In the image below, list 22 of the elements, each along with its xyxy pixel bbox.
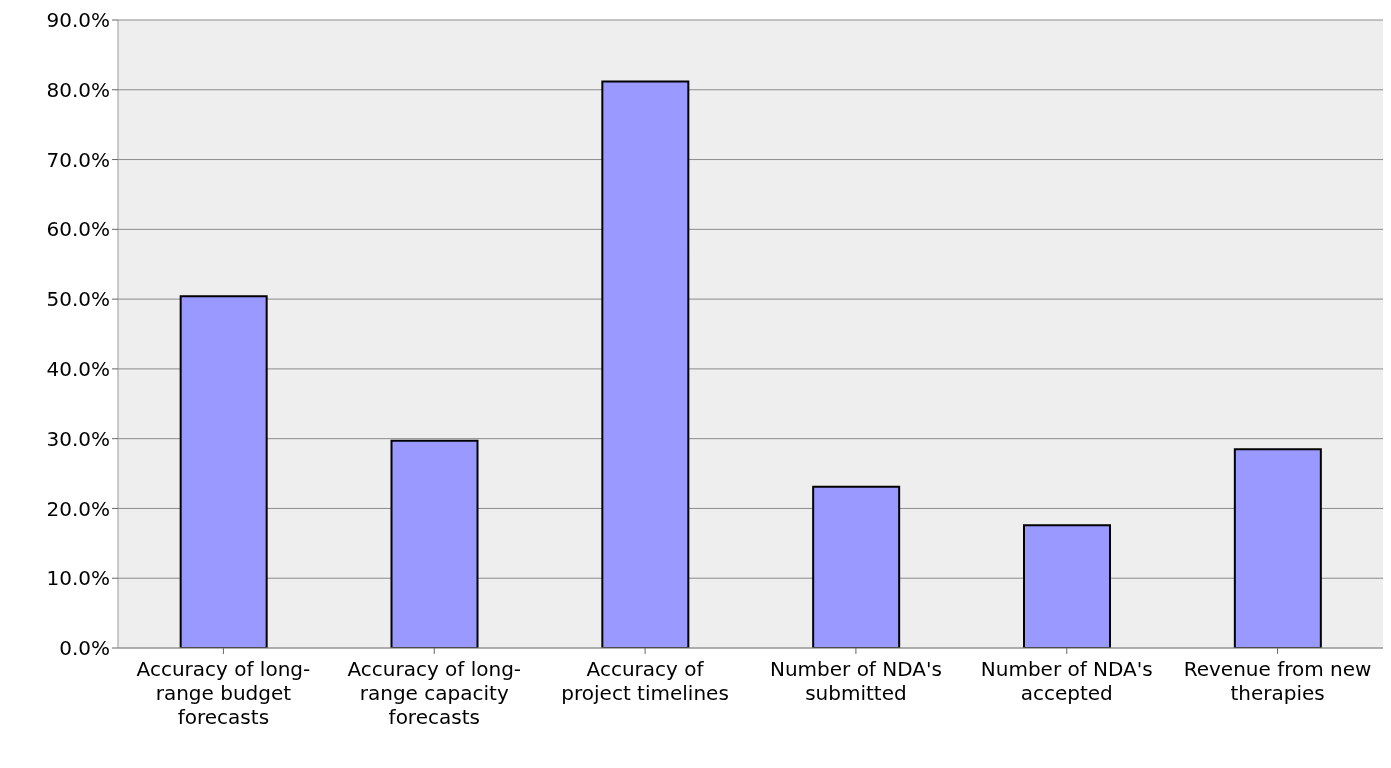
y-tick-label: 70.0% — [46, 147, 110, 172]
y-tick-label: 60.0% — [46, 217, 110, 242]
bar — [601, 80, 690, 648]
x-tick-label: Revenue from new therapies — [1183, 657, 1372, 705]
y-tick-label: 40.0% — [46, 356, 110, 381]
y-tick-label: 50.0% — [46, 287, 110, 312]
x-tick-label: Accuracy of long-range budget forecasts — [136, 657, 311, 729]
bar — [1023, 524, 1111, 648]
bar — [390, 439, 479, 648]
bar — [179, 295, 268, 648]
x-tick-label: Accuracy of project timelines — [561, 657, 729, 705]
x-tick-label: Accuracy of long-range capacity forecasts — [347, 657, 522, 729]
y-tick-label: 20.0% — [46, 496, 110, 521]
bar — [812, 485, 901, 648]
y-tick-label: 10.0% — [46, 566, 110, 591]
y-tick-label: 0.0% — [59, 636, 110, 661]
x-tick-label: Number of NDA's accepted — [980, 657, 1153, 705]
y-tick-label: 30.0% — [46, 426, 110, 451]
y-tick-label: 90.0% — [46, 8, 110, 33]
y-tick-label: 80.0% — [46, 77, 110, 102]
x-tick-label: Number of NDA's submitted — [769, 657, 942, 705]
bar — [1233, 448, 1322, 648]
